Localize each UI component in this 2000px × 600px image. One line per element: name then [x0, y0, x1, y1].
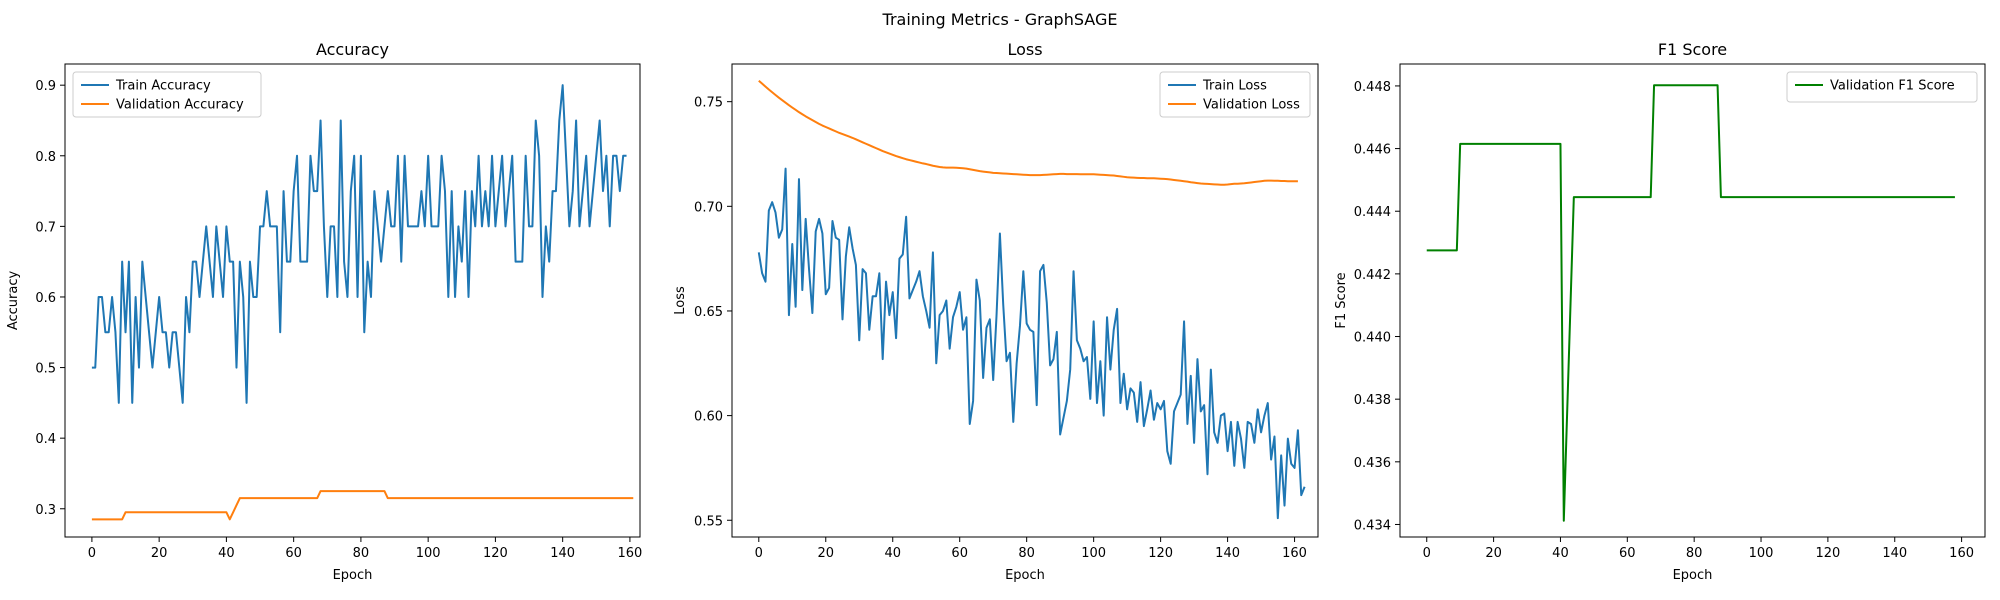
x-tick-label: 140: [1215, 546, 1240, 561]
x-tick-label: 80: [1018, 546, 1035, 561]
chart-title: Accuracy: [316, 40, 389, 59]
legend: Train Loss Validation Loss: [1159, 71, 1311, 118]
legend-box: [1786, 71, 1978, 103]
legend: Validation F1 Score: [1786, 71, 1978, 103]
legend-label: Train Accuracy: [115, 79, 211, 94]
legend-label: Train Loss: [1202, 79, 1267, 94]
y-tick-label: 0.3: [35, 503, 56, 518]
y-tick-label: 0.4: [35, 432, 56, 447]
y-axis-label: F1 Score: [1334, 272, 1349, 328]
x-tick-label: 120: [1148, 546, 1173, 561]
y-tick-label: 0.438: [1354, 393, 1391, 408]
x-tick-label: 20: [817, 546, 834, 561]
x-tick-label: 140: [550, 546, 575, 561]
x-tick-label: 120: [483, 546, 508, 561]
y-tick-label: 0.448: [1354, 80, 1391, 95]
series-line-1: [91, 84, 627, 404]
x-tick-label: 80: [353, 546, 370, 561]
legend-label: Validation Accuracy: [116, 98, 244, 113]
x-tick-label: 0: [88, 546, 96, 561]
x-axis-label: Epoch: [1005, 568, 1045, 583]
series-line-2: [758, 79, 1298, 186]
y-tick-label: 0.65: [694, 305, 723, 320]
x-tick-label: 40: [884, 546, 901, 561]
y-tick-label: 0.9: [35, 79, 56, 94]
axes-frame: [1399, 63, 1986, 538]
x-tick-label: 60: [285, 546, 302, 561]
x-tick-label: 0: [1423, 546, 1431, 561]
legend-label: Validation F1 Score: [1830, 79, 1955, 94]
y-tick-label: 0.8: [35, 150, 56, 165]
accuracy-panel: Accuracy 0 20 40 60 80 100 120 140 160 0.3 0.4 0.5 0.…: [6, 40, 642, 583]
legend-box: [72, 71, 262, 118]
axes-frame: [64, 63, 641, 538]
y-tick-label: 0.444: [1354, 205, 1391, 220]
x-tick-label: 100: [1749, 546, 1774, 561]
figure-suptitle: Training Metrics - GraphSAGE: [882, 10, 1118, 29]
y-tick-label: 0.434: [1354, 518, 1391, 533]
x-tick-label: 100: [416, 546, 441, 561]
x-tick-label: 40: [218, 546, 235, 561]
y-tick-label: 0.6: [35, 291, 56, 306]
x-tick-label: 20: [151, 546, 168, 561]
x-tick-label: 60: [951, 546, 968, 561]
x-tick-label: 20: [1485, 546, 1502, 561]
legend-label: Validation Loss: [1203, 98, 1300, 113]
y-tick-label: 0.440: [1354, 331, 1391, 346]
x-tick-label: 0: [755, 546, 763, 561]
x-tick-label: 160: [1282, 546, 1307, 561]
y-tick-label: 0.60: [694, 410, 723, 425]
axes-frame: [731, 63, 1319, 538]
series-line-2: [91, 490, 634, 521]
x-tick-label: 100: [1081, 546, 1106, 561]
series-line-1: [757, 167, 1306, 520]
x-tick-label: 160: [617, 546, 642, 561]
legend-box: [1159, 71, 1311, 118]
x-tick-label: 160: [1949, 546, 1974, 561]
y-tick-label: 0.70: [694, 200, 723, 215]
y-axis-label: Accuracy: [6, 271, 21, 331]
y-tick-label: 0.436: [1354, 456, 1391, 471]
y-axis-label: Loss: [673, 286, 688, 315]
y-tick-label: 0.446: [1354, 143, 1391, 158]
y-tick-label: 0.55: [694, 514, 723, 529]
chart-title: F1 Score: [1658, 40, 1727, 59]
series-line-1: [1426, 84, 1955, 522]
chart-title: Loss: [1007, 40, 1042, 59]
x-tick-label: 140: [1882, 546, 1907, 561]
x-axis-label: Epoch: [333, 568, 373, 583]
y-tick-label: 0.75: [694, 96, 723, 111]
y-tick-label: 0.7: [35, 220, 56, 235]
y-tick-label: 0.442: [1354, 268, 1391, 283]
legend: Train Accuracy Validation Accuracy: [72, 71, 262, 118]
x-tick-label: 60: [1619, 546, 1636, 561]
f1-score-panel: F1 Score 0 20 40 60 80 100 120 140 160 0.434 0.436 0…: [1334, 40, 1986, 583]
x-tick-label: 40: [1552, 546, 1569, 561]
x-tick-label: 80: [1686, 546, 1703, 561]
y-tick-label: 0.5: [35, 362, 56, 377]
x-axis-label: Epoch: [1673, 568, 1713, 583]
x-tick-label: 120: [1815, 546, 1840, 561]
loss-panel: Loss 0 20 40 60 80 100 120 140 160 0.55 0.60 0.65 0.7…: [673, 40, 1319, 583]
